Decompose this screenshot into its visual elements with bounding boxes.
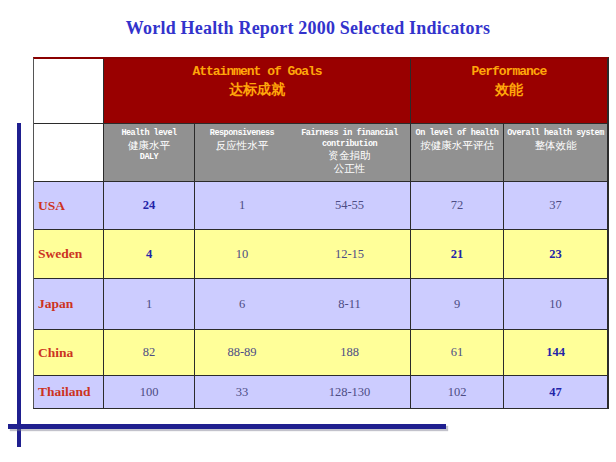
column-header-on-level-of-health: On level of health 按健康水平评估 bbox=[411, 124, 504, 182]
group-header-performance: Performance 效能 bbox=[411, 59, 608, 124]
value-cell: 33 bbox=[195, 376, 289, 409]
value-cell: 9 bbox=[411, 279, 504, 330]
value-cell: 8-11 bbox=[289, 279, 411, 330]
row-label-japan: Japan bbox=[34, 279, 104, 330]
horizontal-accent-line bbox=[8, 424, 446, 429]
value-cell: 47 bbox=[504, 376, 608, 409]
group-header-attainment-en: Attainment of Goals bbox=[104, 64, 410, 79]
value-cell: 12-15 bbox=[289, 230, 411, 279]
value-cell: 21 bbox=[411, 230, 504, 279]
value-cell: 188 bbox=[289, 330, 411, 376]
value-cell: 144 bbox=[504, 330, 608, 376]
column-header-sub: DALY bbox=[104, 152, 194, 163]
value-cell: 128-130 bbox=[289, 376, 411, 409]
value-cell: 1 bbox=[195, 182, 289, 230]
column-header-en: Health level bbox=[104, 128, 194, 139]
column-header-overall-health-system: Overall health system 整体效能 bbox=[504, 124, 608, 182]
column-header-zh: 整体效能 bbox=[504, 139, 607, 152]
value-cell: 37 bbox=[504, 182, 608, 230]
value-cell: 10 bbox=[195, 230, 289, 279]
value-cell: 61 bbox=[411, 330, 504, 376]
value-cell: 1 bbox=[104, 279, 195, 330]
indicators-table: Attainment of Goals 达标成就 Performance 效能 … bbox=[33, 57, 609, 409]
corner-cell-bottom bbox=[34, 124, 104, 182]
column-header-zh: 健康水平 bbox=[104, 139, 194, 152]
row-label-usa: USA bbox=[34, 182, 104, 230]
slide-title: World Health Report 2000 Selected Indica… bbox=[0, 18, 616, 39]
column-header-health-level: Health level 健康水平 DALY bbox=[104, 124, 195, 182]
vertical-accent-line bbox=[17, 123, 21, 447]
row-label-thailand: Thailand bbox=[34, 376, 104, 409]
column-header-en: Overall health system bbox=[504, 128, 607, 139]
group-header-attainment: Attainment of Goals 达标成就 bbox=[104, 59, 411, 124]
column-header-zh: 资金捐助 bbox=[289, 149, 410, 162]
column-header-en: Responsiveness bbox=[195, 128, 289, 139]
value-cell: 23 bbox=[504, 230, 608, 279]
value-cell: 10 bbox=[504, 279, 608, 330]
column-header-fairness: Fairness in financial contribution 资金捐助 … bbox=[289, 124, 411, 182]
value-cell: 54-55 bbox=[289, 182, 411, 230]
value-cell: 4 bbox=[104, 230, 195, 279]
value-cell: 72 bbox=[411, 182, 504, 230]
group-header-performance-en: Performance bbox=[411, 64, 607, 79]
value-cell: 88-89 bbox=[195, 330, 289, 376]
column-header-zh: 反应性水平 bbox=[195, 139, 289, 152]
slide-canvas: World Health Report 2000 Selected Indica… bbox=[0, 0, 616, 462]
column-header-zh: 按健康水平评估 bbox=[411, 139, 503, 152]
value-cell: 24 bbox=[104, 182, 195, 230]
column-header-responsiveness: Responsiveness 反应性水平 bbox=[195, 124, 289, 182]
column-header-zh2: 公正性 bbox=[289, 162, 410, 175]
row-label-china: China bbox=[34, 330, 104, 376]
column-header-en: Fairness in financial contribution bbox=[289, 128, 410, 149]
value-cell: 82 bbox=[104, 330, 195, 376]
corner-cell-top bbox=[34, 59, 104, 124]
row-label-sweden: Sweden bbox=[34, 230, 104, 279]
value-cell: 102 bbox=[411, 376, 504, 409]
value-cell: 6 bbox=[195, 279, 289, 330]
group-header-attainment-zh: 达标成就 bbox=[104, 81, 410, 99]
column-header-en: On level of health bbox=[411, 128, 503, 139]
value-cell: 100 bbox=[104, 376, 195, 409]
group-header-performance-zh: 效能 bbox=[411, 81, 607, 99]
